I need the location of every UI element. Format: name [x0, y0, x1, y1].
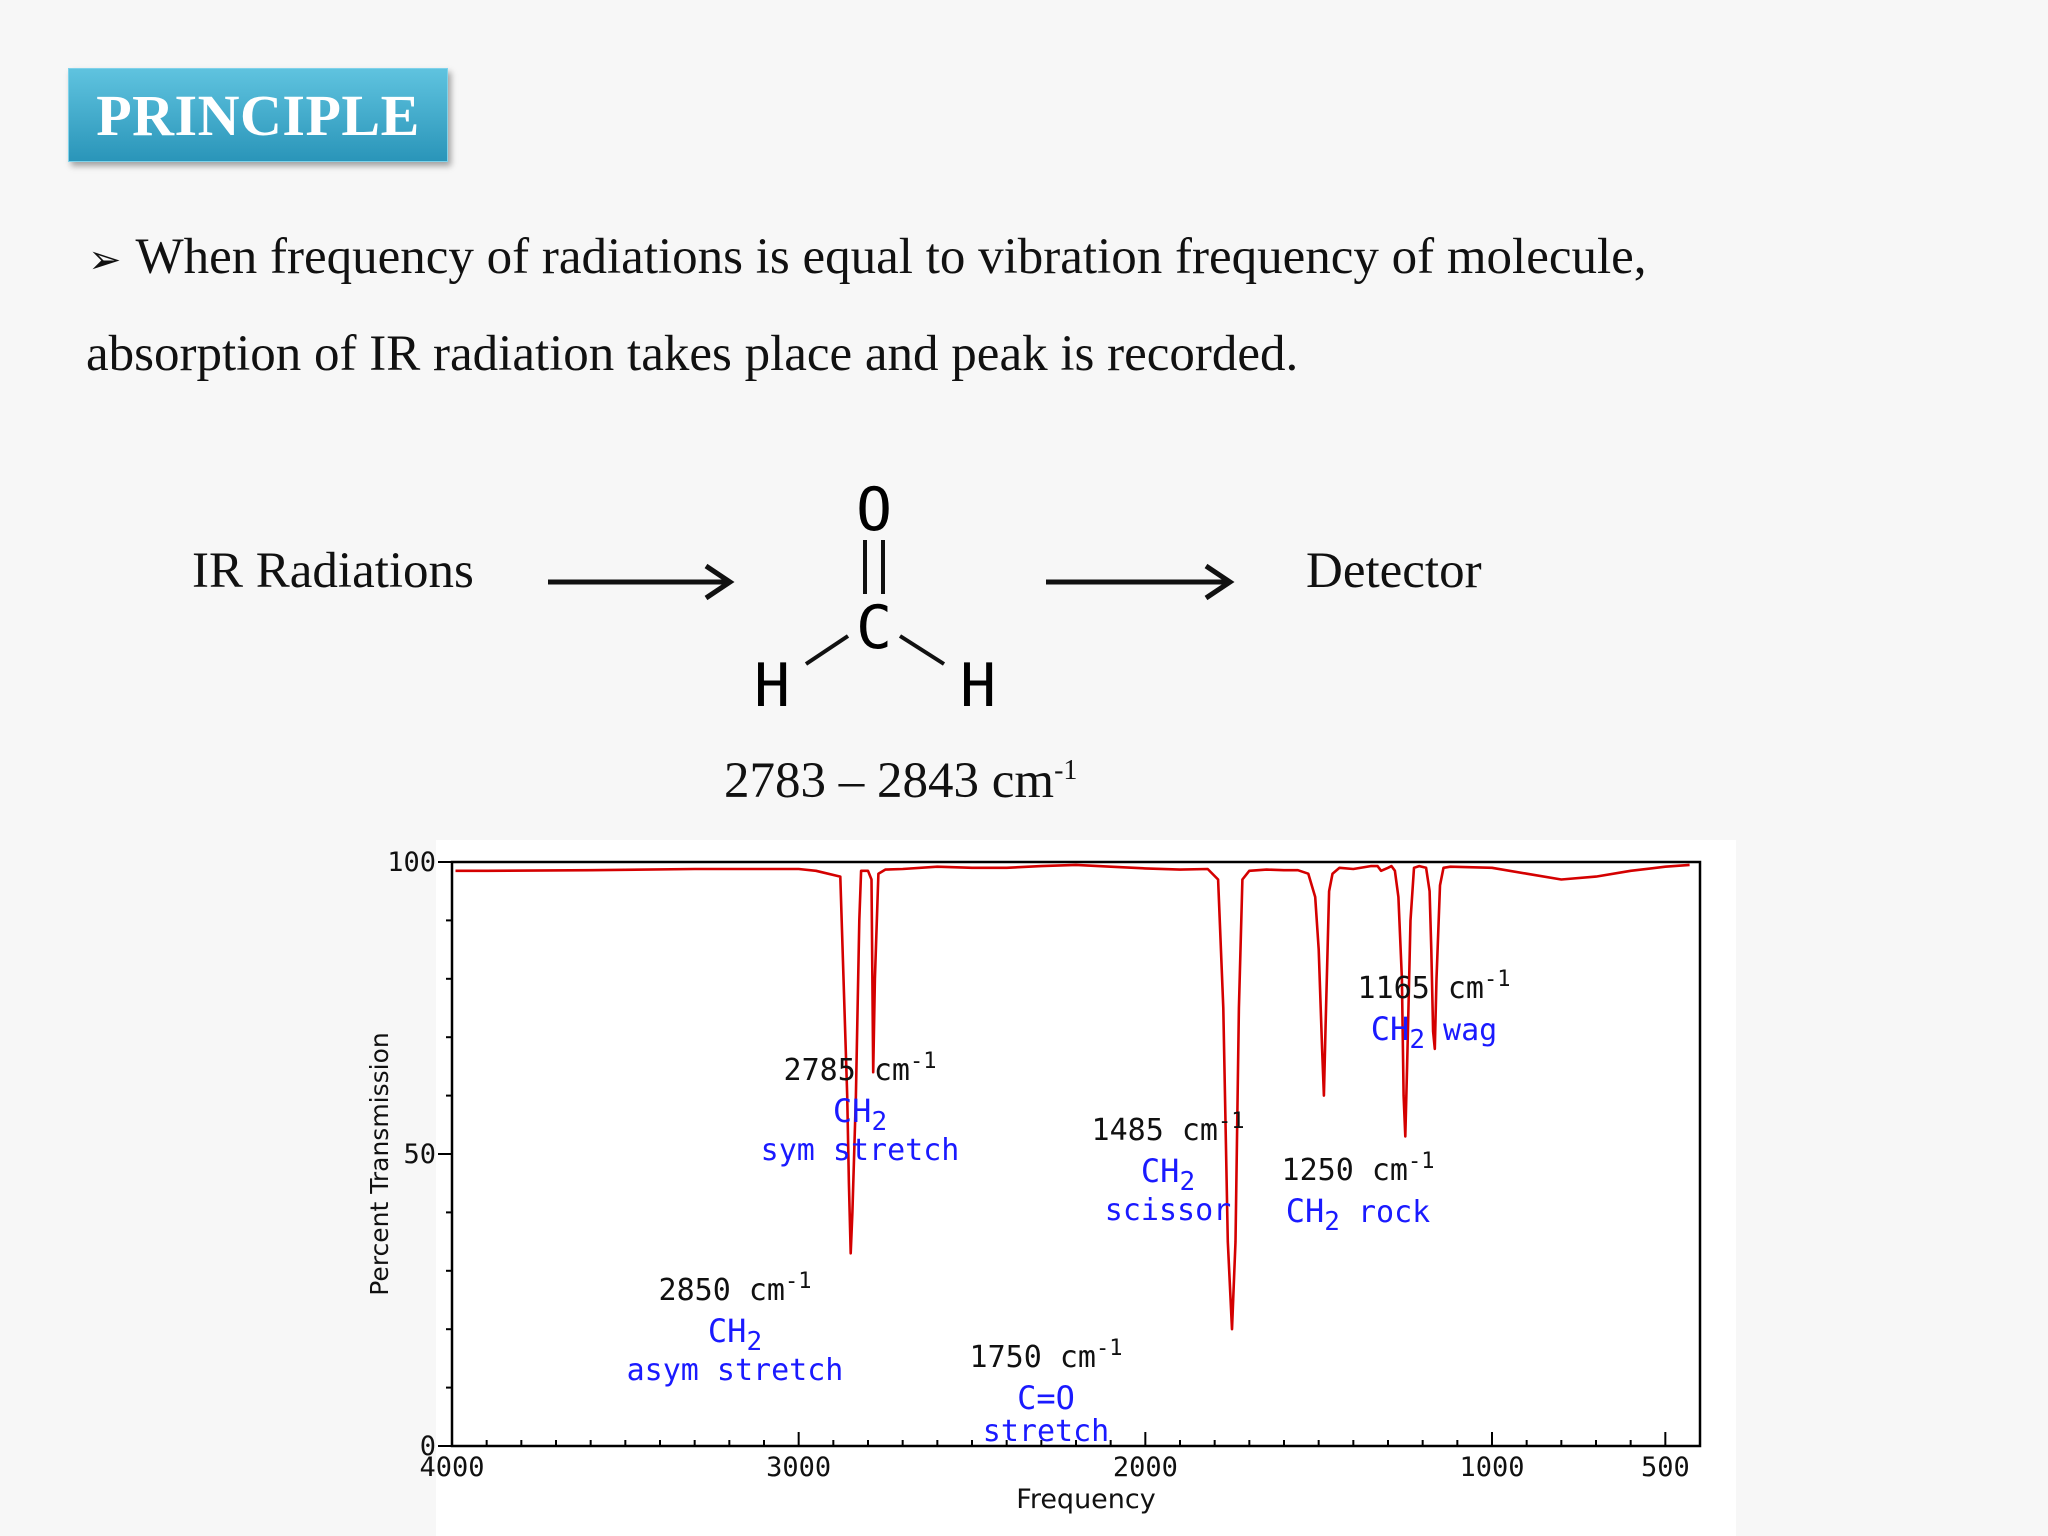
peak-frequency-sup: -1: [1408, 1149, 1435, 1174]
x-tick-label: 1000: [1459, 1452, 1524, 1483]
x-tick-label: 500: [1641, 1452, 1690, 1483]
x-tick-label: 4000: [419, 1452, 484, 1483]
spectrum-line: [455, 863, 1690, 1331]
ir-radiations-label: IR Radiations: [192, 543, 474, 599]
bullet-text-line-2: absorption of IR radiation takes place a…: [86, 326, 1299, 382]
peak-group-sub: 2: [1409, 1025, 1425, 1055]
peak-frequency-sup: -1: [1096, 1336, 1123, 1361]
bullet-line-2: absorption of IR radiation takes place a…: [86, 307, 1988, 401]
x-axis-label: Frequency: [1016, 1484, 1156, 1515]
peak-group-label: CH2 rock: [1286, 1192, 1431, 1237]
y-tick-label: 50: [403, 1139, 436, 1170]
peak-frequency-sup: -1: [910, 1049, 937, 1074]
x-tick-label: 3000: [766, 1452, 831, 1483]
y-tick-label: 100: [387, 847, 436, 878]
peak-frequency-sup: -1: [1218, 1109, 1245, 1134]
bullet-text-line-1: When frequency of radiations is equal to…: [135, 229, 1647, 285]
peak-mode-label: stretch: [983, 1414, 1109, 1449]
peak-group-sub: 2: [871, 1107, 887, 1137]
peak-frequency-sup: -1: [785, 1269, 812, 1294]
peak-group-label: CH2: [708, 1312, 762, 1357]
chart-background: [436, 840, 1736, 1536]
wavenumber-range-text: 2783 – 2843 cm: [724, 753, 1055, 809]
peak-group-label: CH2 wag: [1371, 1010, 1497, 1055]
peak-group-sub: 2: [1324, 1207, 1340, 1237]
peak-group-sub: 2: [1179, 1167, 1195, 1197]
wavenumber-range-sup: -1: [1054, 755, 1078, 786]
y-axis-label: Percent Transmission: [365, 1032, 394, 1296]
x-tick-label: 2000: [1113, 1452, 1178, 1483]
bullet-line-1: ➢ When frequency of radiations is equal t…: [88, 210, 1988, 307]
peak-mode-label: asym stretch: [627, 1353, 844, 1388]
peak-group-label: C=O: [1017, 1379, 1075, 1417]
peak-mode-inline: wag: [1425, 1013, 1497, 1048]
peak-mode-inline: rock: [1340, 1195, 1430, 1230]
peak-annotation: 1165 cm-1 CH2 wag: [1358, 967, 1511, 1055]
bullet-paragraph: ➢ When frequency of radiations is equal t…: [86, 210, 1988, 401]
peak-frequency-sup: -1: [1484, 967, 1511, 992]
wavenumber-range: 2783 – 2843 cm-1: [724, 752, 1077, 810]
detector-label: Detector: [1306, 543, 1482, 599]
peak-group-sub: 2: [746, 1327, 762, 1357]
peak-mode-label: scissor: [1105, 1193, 1231, 1228]
arrow-bullet-icon: ➢: [88, 237, 122, 283]
slide-title: PRINCIPLE: [96, 82, 420, 148]
peak-mode-label: sym stretch: [761, 1133, 960, 1168]
y-tick-label: 0: [420, 1431, 436, 1462]
peak-frequency-label: 1165 cm-1: [1358, 967, 1511, 1006]
slide-title-box: PRINCIPLE: [68, 68, 448, 162]
